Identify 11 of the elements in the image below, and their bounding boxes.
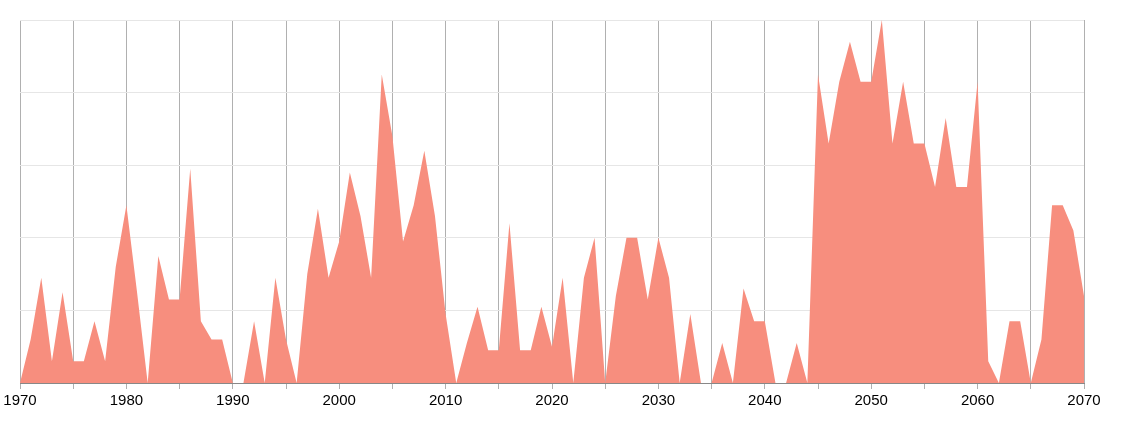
x-tick-label: 2010 [428, 391, 463, 409]
x-tick-label: 1980 [109, 391, 144, 409]
x-tick-label: 2060 [960, 391, 995, 409]
x-tick-label: 2050 [854, 391, 888, 409]
x-tick-label: 2020 [535, 391, 569, 409]
x-tick-label: 2000 [322, 391, 356, 409]
x-tick-label: 2040 [748, 391, 782, 409]
x-tick-label: 2030 [641, 391, 676, 409]
x-tick-label: 1970 [3, 391, 37, 409]
x-tick-label: 1990 [216, 391, 250, 409]
x-tick-label: 2070 [1067, 391, 1101, 409]
